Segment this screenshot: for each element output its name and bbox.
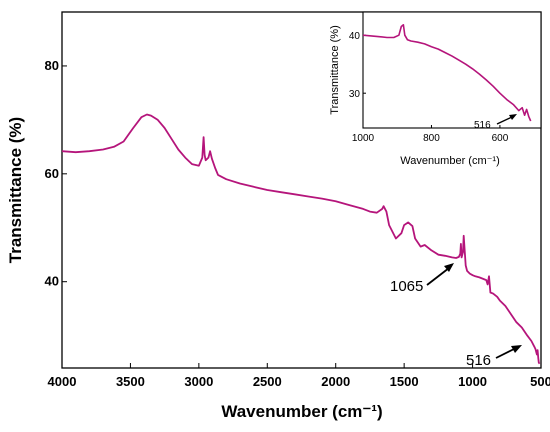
annotation-516-arrow	[495, 347, 517, 359]
main-spectrum-line	[61, 113, 541, 365]
annotation-1065-label: 1065	[390, 278, 423, 295]
inset-x-tick-label: 800	[423, 133, 440, 144]
main-y-axis-title: Transmittance (%)	[6, 117, 25, 263]
inset-y-tick-label: 30	[349, 89, 361, 100]
inset-x-axis-title: Wavenumber (cm⁻¹)	[400, 155, 500, 167]
main-x-tick-label: 3500	[116, 374, 145, 389]
main-x-tick-label: 3000	[184, 374, 213, 389]
main-plot-frame	[61, 11, 542, 369]
inset-y-tick-label: 40	[349, 31, 361, 42]
annotation-1065-arrow	[426, 267, 450, 286]
main-x-tick-label: 1000	[458, 374, 487, 389]
main-x-tick-label: 4000	[48, 374, 77, 389]
annotation-516-label: 516	[466, 352, 491, 369]
main-y-tick-label: 80	[45, 58, 59, 73]
main-x-tick-label: 2000	[321, 374, 350, 389]
inset-plot-frame	[362, 11, 542, 129]
main-x-tick-label: 2500	[253, 374, 282, 389]
annotation-1065-arrowhead	[444, 263, 454, 272]
inset-x-tick-label: 600	[492, 133, 509, 144]
annotation-516-arrowhead	[511, 345, 522, 353]
main-axis-ticks: 4000 3500 3000 2500 2000 1500 1000 500 40 60 80	[45, 58, 550, 389]
main-x-tick-label: 500	[530, 374, 550, 389]
main-x-tick-label: 1500	[390, 374, 419, 389]
main-y-tick-label: 40	[45, 274, 59, 289]
inset-y-axis-title: Transmittance (%)	[329, 25, 341, 114]
main-x-axis-title: Wavenumber (cm⁻¹)	[221, 402, 382, 421]
inset-annotation-516-label: 516	[474, 120, 491, 131]
main-y-tick-label: 60	[45, 166, 59, 181]
inset-x-tick-label: 1000	[352, 133, 375, 144]
inset-spectrum-line	[362, 24, 532, 122]
inset-annotation-516-arrowhead	[509, 114, 517, 120]
inset-annotation-516-arrow	[496, 116, 513, 125]
